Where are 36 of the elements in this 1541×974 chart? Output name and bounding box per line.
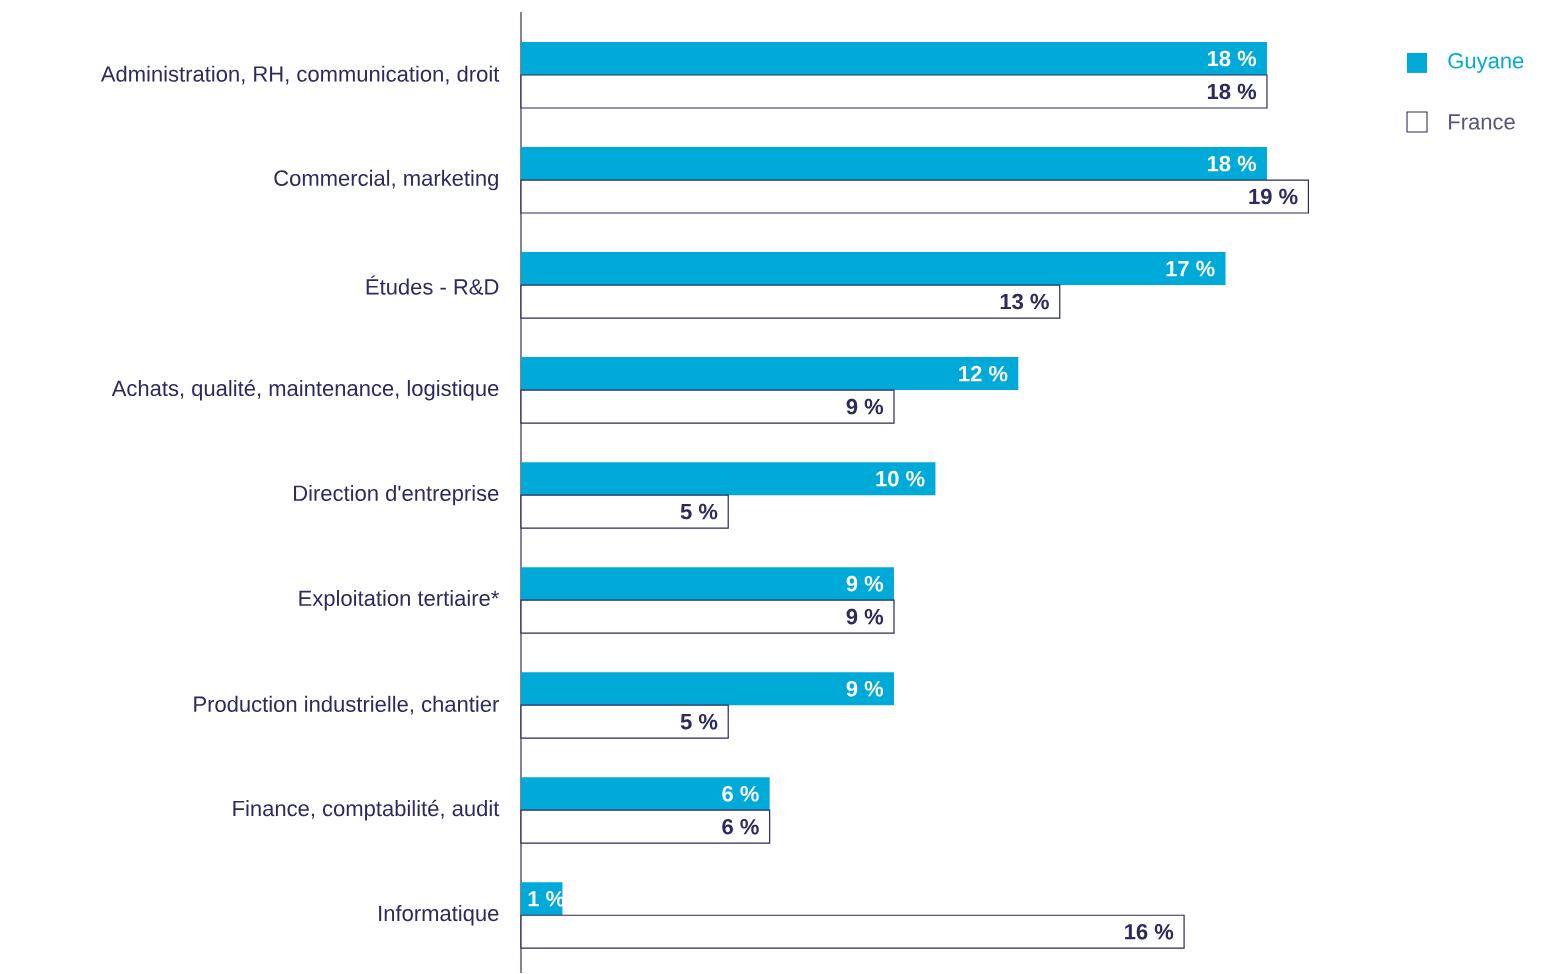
y-tick-label: Informatique	[379, 905, 499, 926]
y-tick-label: Administration, RH, communication, droit	[100, 65, 500, 85]
data-label: 9 %	[846, 399, 884, 415]
y-tick-label: Direction d'entreprise	[294, 485, 499, 506]
bar	[521, 252, 1226, 286]
bar	[521, 777, 770, 811]
data-label: 13 %	[1000, 293, 1049, 310]
bar	[521, 357, 1019, 391]
data-label: 12 %	[959, 366, 1008, 382]
y-tick-label: Achats, qualité, maintenance, logistique	[111, 379, 499, 401]
data-label: 18 %	[1207, 155, 1257, 172]
y-tick-label: Production industrielle, chantier	[194, 696, 499, 715]
data-label: 5 %	[680, 714, 718, 730]
data-label: 9 %	[846, 681, 884, 697]
data-label: 6 %	[722, 819, 759, 835]
data-label: 10 %	[876, 471, 925, 487]
bar	[521, 672, 894, 706]
y-tick-label: Exploitation tertiaire*	[299, 590, 500, 611]
data-label: 9 %	[846, 576, 884, 592]
y-tick-label: Finance, comptabilité, audit	[233, 800, 500, 821]
data-label: 19 %	[1249, 188, 1298, 205]
bar	[521, 42, 1267, 76]
bar	[521, 462, 936, 496]
legend-label: Guyane	[1448, 53, 1524, 74]
data-label: 9 %	[846, 609, 884, 625]
y-tick-label: Commercial, marketing	[274, 170, 498, 191]
data-label: 6 %	[722, 786, 759, 802]
data-label: 16 %	[1125, 924, 1174, 940]
data-label: 18 %	[1207, 83, 1257, 100]
data-label: 17 %	[1166, 261, 1215, 277]
legend-label: France	[1449, 114, 1515, 130]
bar	[521, 567, 894, 601]
y-tick-label: Études - R&D	[366, 275, 499, 295]
data-label: 5 %	[680, 504, 718, 520]
data-label: 18 %	[1207, 50, 1257, 67]
bar	[521, 147, 1267, 181]
